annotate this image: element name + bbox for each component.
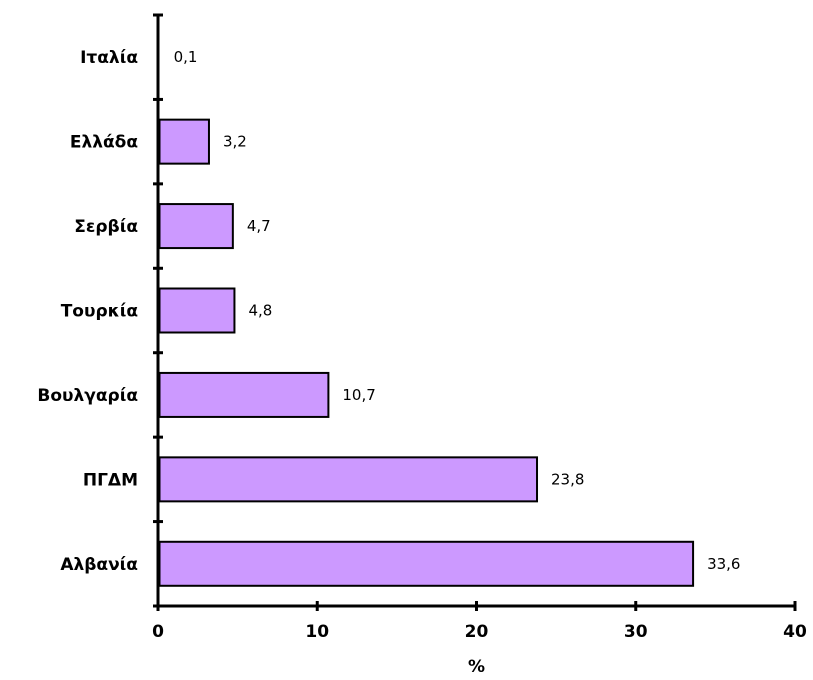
bars-group [158, 118, 695, 587]
data-label: 4,7 [247, 217, 271, 235]
category-label: Ιταλία [80, 48, 138, 68]
x-axis-title: % [468, 657, 485, 677]
data-labels: 0,1 3,2 4,7 4,8 10,7 23,8 33,6 [174, 48, 741, 573]
category-label: Αλβανία [60, 555, 138, 575]
bar [158, 371, 330, 418]
x-tick-label: 40 [783, 622, 807, 642]
x-tick-label: 20 [465, 622, 489, 642]
x-tick-label: 0 [152, 622, 164, 642]
bar [158, 540, 695, 587]
data-label: 4,8 [248, 302, 272, 320]
data-label: 3,2 [223, 133, 247, 151]
category-label: ΠΓΔΜ [83, 470, 138, 490]
category-label: Βουλγαρία [37, 386, 138, 406]
bar [158, 287, 236, 334]
x-tick-label: 10 [305, 622, 329, 642]
data-label: 10,7 [342, 386, 375, 404]
category-label: Σερβία [74, 217, 138, 237]
bar [158, 456, 539, 503]
category-labels: Ιταλία Ελλάδα Σερβία Τουρκία Βουλγαρία ΠΓΔΜ Αλ… [37, 48, 138, 575]
category-label: Ελλάδα [70, 133, 138, 153]
bar [158, 203, 234, 250]
data-label: 23,8 [551, 470, 584, 488]
x-axis-ticks [156, 601, 797, 611]
data-label: 33,6 [707, 555, 740, 573]
x-tick-label: 30 [624, 622, 648, 642]
data-label: 0,1 [174, 48, 198, 66]
x-tick-labels: 0 10 20 30 40 [152, 622, 807, 642]
axes [153, 13, 797, 611]
category-label: Τουρκία [61, 302, 138, 322]
bar [158, 118, 210, 165]
